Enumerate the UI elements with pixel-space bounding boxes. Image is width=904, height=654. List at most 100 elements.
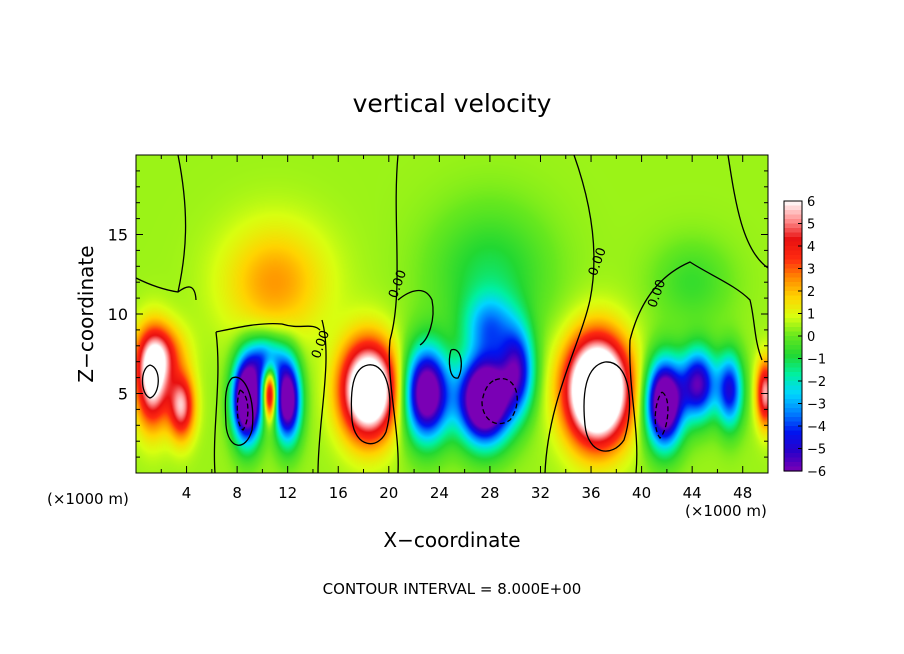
colorbar-swatch bbox=[784, 268, 802, 274]
zero-contour-line bbox=[544, 154, 595, 474]
zero-contour-line bbox=[629, 339, 638, 474]
colorbar-tick-label: −6 bbox=[807, 465, 826, 480]
colorbar-swatch bbox=[784, 363, 802, 369]
colorbar-swatch bbox=[784, 340, 802, 346]
colorbar-tick-label: 1 bbox=[807, 308, 815, 323]
colorbar-swatch bbox=[784, 286, 802, 292]
colorbar-tick-label: −3 bbox=[807, 398, 826, 413]
colorbar-swatch bbox=[784, 372, 802, 378]
colorbar-swatch bbox=[784, 462, 802, 468]
zero-contour-line bbox=[317, 319, 327, 474]
y-axis-ticks: 5 10 15 bbox=[108, 170, 768, 458]
zero-contour-line bbox=[215, 322, 321, 333]
colorbar-swatch bbox=[784, 201, 802, 207]
colorbar-swatch bbox=[784, 403, 802, 409]
zero-contour-line bbox=[448, 348, 462, 379]
colorbar-swatch bbox=[784, 264, 802, 270]
contour-line bbox=[141, 364, 159, 399]
colorbar-swatch bbox=[784, 318, 802, 324]
colorbar-swatch bbox=[784, 417, 802, 423]
contour-line bbox=[481, 377, 518, 425]
colorbar-swatch bbox=[784, 385, 802, 391]
contour-line bbox=[236, 389, 249, 431]
colorbar-swatch bbox=[784, 349, 802, 355]
zero-contour-line bbox=[629, 261, 763, 361]
x-tick-label: 40 bbox=[632, 484, 651, 502]
zero-contour-line bbox=[727, 154, 769, 269]
chart-title: vertical velocity bbox=[353, 89, 552, 118]
colorbar-swatch bbox=[784, 300, 802, 306]
y-tick-label: 15 bbox=[108, 226, 128, 245]
colorbar-swatch bbox=[784, 399, 802, 405]
colorbar-tick-label: 6 bbox=[807, 195, 815, 210]
y-axis-label: Z−coordinate bbox=[74, 245, 98, 382]
colorbar-swatch bbox=[784, 219, 802, 225]
zero-contour-line bbox=[213, 331, 219, 474]
colorbar-swatch bbox=[784, 322, 802, 328]
colorbar-swatch bbox=[784, 259, 802, 265]
colorbar-swatch bbox=[784, 345, 802, 351]
colorbar-swatch bbox=[784, 214, 802, 220]
colorbar-swatch bbox=[784, 277, 802, 283]
colorbar-tick-label: 4 bbox=[807, 240, 815, 255]
colorbar-swatch bbox=[784, 210, 802, 216]
x-tick-label: 36 bbox=[581, 484, 600, 502]
colorbar-swatch bbox=[784, 255, 802, 261]
plot-area: 0.000.000.000.00 4 8 12 16 20 24 28 32 36 40 44 48 … bbox=[108, 154, 769, 502]
colorbar-swatch bbox=[784, 246, 802, 252]
zero-contour-line bbox=[177, 154, 187, 293]
colorbar-swatch bbox=[784, 421, 802, 427]
colorbar-swatch bbox=[784, 430, 802, 436]
contour-line bbox=[350, 364, 391, 445]
x-axis-label: X−coordinate bbox=[383, 528, 520, 552]
x-axis-ticks: 4 8 12 16 20 24 28 32 36 40 44 48 bbox=[160, 155, 752, 502]
contour-line bbox=[654, 391, 669, 439]
zero-contour-line bbox=[388, 154, 399, 474]
colorbar-swatch bbox=[784, 205, 802, 211]
x-tick-label: 28 bbox=[480, 484, 499, 502]
x-unit-label-right: (×1000 m) bbox=[685, 502, 767, 520]
colorbar-swatch bbox=[784, 412, 802, 418]
colorbar-tick-label: −2 bbox=[807, 375, 826, 390]
colorbar-swatch bbox=[784, 237, 802, 243]
colorbar-tick-label: 2 bbox=[807, 285, 815, 300]
colorbar-swatch bbox=[784, 304, 802, 310]
colorbar-swatch bbox=[784, 358, 802, 364]
colorbar-swatch bbox=[784, 439, 802, 445]
colorbar-swatch bbox=[784, 390, 802, 396]
colorbar-swatch bbox=[784, 426, 802, 432]
colorbar-swatch bbox=[784, 232, 802, 238]
y-tick-label: 5 bbox=[118, 385, 128, 404]
colorbar-swatch bbox=[784, 354, 802, 360]
colorbar-swatch bbox=[784, 228, 802, 234]
contour-line bbox=[224, 376, 254, 446]
colorbar-swatch bbox=[784, 223, 802, 229]
velocity-field bbox=[136, 155, 768, 473]
colorbar-swatch bbox=[784, 435, 802, 441]
colorbar-swatch bbox=[784, 241, 802, 247]
colorbar-swatch bbox=[784, 273, 802, 279]
contour-lines bbox=[135, 154, 769, 474]
colorbar-swatch bbox=[784, 457, 802, 463]
x-unit-label-left: (×1000 m) bbox=[47, 490, 129, 508]
x-tick-label: 4 bbox=[182, 484, 192, 502]
x-tick-label: 8 bbox=[232, 484, 242, 502]
colorbar-tick-label: −5 bbox=[807, 443, 826, 458]
colorbar-swatch bbox=[784, 466, 802, 472]
colorbar-swatch bbox=[784, 336, 802, 342]
colorbar-tick-label: 0 bbox=[807, 330, 815, 345]
x-tick-label: 24 bbox=[430, 484, 449, 502]
colorbar-swatch bbox=[784, 291, 802, 297]
x-tick-label: 12 bbox=[278, 484, 297, 502]
colorbar-swatch bbox=[784, 295, 802, 301]
colorbar-swatch bbox=[784, 381, 802, 387]
colorbar-tick-label: −4 bbox=[807, 420, 826, 435]
x-tick-label: 32 bbox=[531, 484, 550, 502]
colorbar-swatch bbox=[784, 408, 802, 414]
zero-contour-line bbox=[397, 289, 434, 346]
colorbar-tick-label: 3 bbox=[807, 263, 815, 278]
colorbar-swatch bbox=[784, 313, 802, 319]
y-tick-label: 10 bbox=[108, 305, 128, 324]
x-tick-label: 48 bbox=[733, 484, 752, 502]
